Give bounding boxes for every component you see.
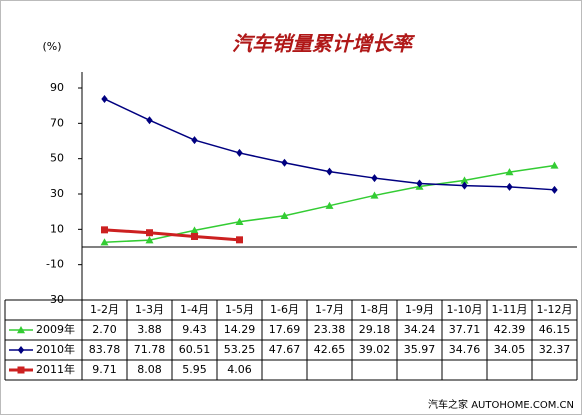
marker — [460, 176, 469, 184]
legend-marker — [17, 326, 25, 334]
marker — [326, 167, 333, 176]
table-value: 46.15 — [539, 323, 571, 336]
table-value: 42.39 — [494, 323, 526, 336]
marker — [101, 226, 108, 234]
table-value: 3.88 — [137, 323, 162, 336]
marker — [325, 201, 334, 209]
marker — [236, 148, 243, 157]
table-value: 35.97 — [404, 343, 436, 356]
legend-label: 2010年 — [36, 342, 75, 356]
x-tick-label: 1-5月 — [225, 303, 254, 316]
marker — [370, 191, 379, 199]
table-value: 34.05 — [494, 343, 526, 356]
marker — [191, 232, 198, 240]
marker — [506, 182, 513, 191]
x-tick-label: 1-4月 — [180, 303, 209, 316]
marker — [550, 161, 559, 169]
marker — [146, 116, 153, 125]
table-value: 42.65 — [314, 343, 346, 356]
y-tick-label: -10 — [46, 258, 64, 271]
table-value: 34.76 — [449, 343, 481, 356]
table-value: 8.08 — [137, 363, 162, 376]
table-value: 9.71 — [92, 363, 117, 376]
table-value: 60.51 — [179, 343, 211, 356]
series-line — [104, 228, 240, 242]
x-tick-label: 1-9月 — [405, 303, 434, 316]
legend-label: 2011年 — [36, 362, 75, 376]
y-tick-label: 30 — [50, 187, 64, 200]
table-value: 14.29 — [224, 323, 256, 336]
marker — [191, 136, 198, 145]
table-value: 29.18 — [359, 323, 391, 336]
y-tick-label: 50 — [50, 152, 64, 165]
x-tick-label: 1-10月 — [447, 303, 483, 316]
marker — [236, 236, 243, 244]
table-value: 53.25 — [224, 343, 256, 356]
x-tick-label: 1-12月 — [537, 303, 573, 316]
marker — [461, 181, 468, 190]
marker — [100, 238, 109, 246]
watermark: 汽车之家 AUTOHOME.COM.CN — [428, 398, 574, 411]
marker — [551, 185, 558, 194]
y-tick-label: 90 — [50, 81, 64, 94]
table-value: 4.06 — [227, 363, 252, 376]
marker — [280, 211, 289, 219]
x-tick-label: 1-2月 — [90, 303, 119, 316]
marker — [505, 168, 514, 176]
table-value: 9.43 — [182, 323, 207, 336]
marker — [146, 229, 153, 237]
x-tick-label: 1-6月 — [270, 303, 299, 316]
x-tick-label: 1-3月 — [135, 303, 164, 316]
x-tick-label: 1-7月 — [315, 303, 344, 316]
marker — [371, 174, 378, 183]
table-value: 32.37 — [539, 343, 571, 356]
chart-title: 汽车销量累计增长率 — [232, 32, 416, 56]
table-value: 47.67 — [269, 343, 301, 356]
table-value: 23.38 — [314, 323, 346, 336]
y-unit: (%) — [42, 40, 61, 53]
table-value: 83.78 — [89, 343, 121, 356]
y-tick-label: 10 — [50, 222, 64, 235]
marker — [101, 94, 108, 103]
table-value: 17.69 — [269, 323, 301, 336]
marker — [281, 158, 288, 167]
table-value: 34.24 — [404, 323, 436, 336]
y-tick-label: 70 — [50, 116, 64, 129]
table-value: 2.70 — [92, 323, 117, 336]
legend-label: 2009年 — [36, 322, 75, 336]
table-value: 5.95 — [182, 363, 207, 376]
legend-marker — [17, 366, 25, 374]
table-value: 71.78 — [134, 343, 166, 356]
x-tick-label: 1-11月 — [492, 303, 528, 316]
marker — [416, 179, 423, 188]
table-value: 37.71 — [449, 323, 481, 336]
marker — [145, 236, 154, 244]
marker — [190, 226, 199, 234]
x-tick-label: 1-8月 — [360, 303, 389, 316]
table-value: 39.02 — [359, 343, 391, 356]
marker — [235, 217, 244, 225]
legend-marker — [17, 346, 25, 354]
